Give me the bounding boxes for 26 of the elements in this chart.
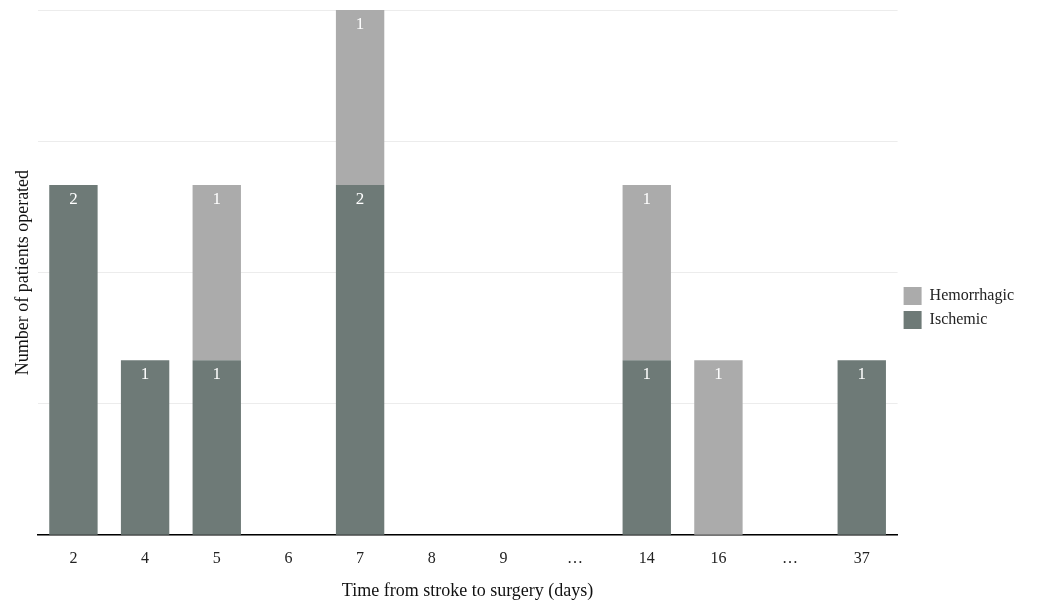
x-tick-label: 6 (284, 549, 293, 566)
data-label: 1 (212, 364, 222, 384)
data-label: 1 (642, 364, 652, 384)
x-tick-label: 2 (69, 549, 78, 566)
x-tick-label: 4 (141, 549, 150, 566)
x-tick-label: 8 (427, 549, 436, 566)
x-tick-label: 16 (710, 549, 727, 566)
data-label: 1 (857, 364, 867, 384)
x-tick-label: 14 (638, 549, 655, 566)
y-axis-title: Number of patients operated (11, 169, 32, 376)
data-label: 1 (212, 189, 222, 209)
data-label: 2 (69, 189, 78, 209)
data-label: 2 (355, 189, 365, 209)
data-label: 1 (714, 364, 723, 384)
data-label: 1 (642, 189, 652, 209)
x-tick-label: … (567, 549, 584, 566)
x-axis-title: Time from stroke to surgery (days) (341, 579, 594, 601)
legend-label: Ischemic (929, 310, 988, 328)
x-tick-label: 7 (356, 549, 365, 566)
data-label: 1 (140, 364, 150, 384)
x-tick-label: 37 (853, 549, 870, 566)
data-label: 1 (355, 13, 365, 33)
x-tick-label: 5 (212, 549, 221, 566)
legend-label: Hemorrhagic (929, 286, 1014, 305)
x-tick-label: 9 (499, 549, 508, 566)
x-tick-label: … (782, 549, 799, 566)
